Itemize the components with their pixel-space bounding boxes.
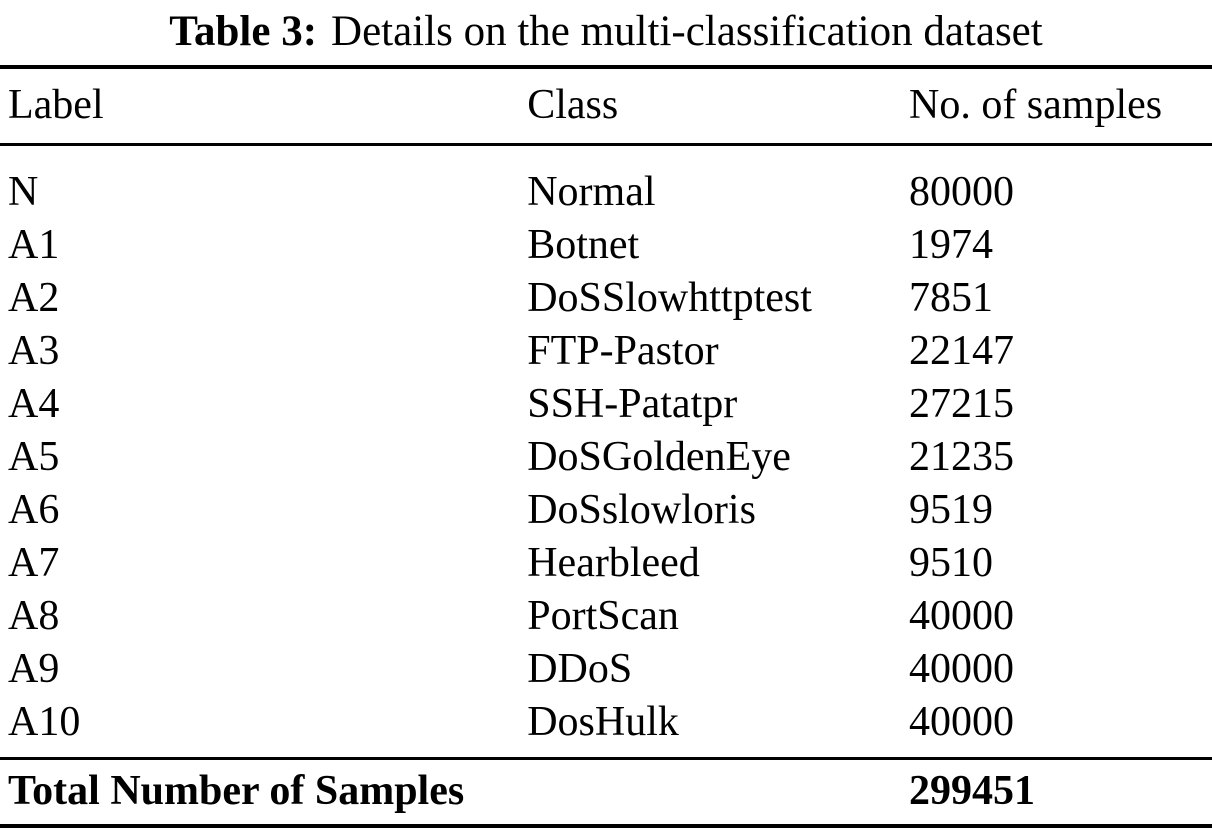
cell-label: A10 [8, 699, 81, 746]
cell-samples: 9510 [908, 540, 993, 587]
cell-class: DoSSlowhttptest [527, 275, 812, 322]
cell-class: Normal [527, 169, 656, 216]
cell-samples: 1974 [908, 222, 993, 269]
header-samples: No. of samples [908, 65, 1212, 147]
table-row: A4 SSH-Patatpr 27215 [0, 378, 1212, 431]
cell-label: A1 [8, 222, 60, 269]
cell-label: A9 [8, 646, 60, 693]
table-total-row: Total Number of Samples 299451 [0, 757, 1212, 829]
cell-label: A7 [8, 540, 60, 587]
cell-label: A2 [8, 275, 60, 322]
cell-class: DoSGoldenEye [527, 434, 791, 481]
cell-class: FTP-Pastor [527, 328, 719, 375]
cell-samples: 40000 [908, 646, 1014, 693]
table-header-row: Label Class No. of samples [0, 65, 1212, 147]
table-row: A2 DoSSlowhttptest 7851 [0, 272, 1212, 325]
table-row: A3 FTP-Pastor 22147 [0, 325, 1212, 378]
dataset-table: Label Class No. of samples N Normal 8000… [0, 65, 1212, 829]
cell-class: SSH-Patatpr [527, 381, 738, 428]
table-row: A9 DDoS 40000 [0, 643, 1212, 696]
cell-label: A8 [8, 593, 60, 640]
cell-class: PortScan [527, 593, 679, 640]
cell-samples: 40000 [908, 699, 1014, 746]
cell-label: A5 [8, 434, 60, 481]
header-label: Label [0, 65, 528, 147]
table-row: A10 DosHulk 40000 [0, 696, 1212, 759]
table-row: N Normal 80000 [0, 145, 1212, 220]
cell-class: DosHulk [527, 699, 679, 746]
cell-class: DoSslowloris [527, 487, 756, 534]
table-caption-text: Details on the multi-classification data… [331, 8, 1043, 55]
total-label: Total Number of Samples [0, 757, 909, 829]
total-samples: 299451 [908, 757, 1212, 829]
table-row: A5 DoSGoldenEye 21235 [0, 431, 1212, 484]
cell-label: A3 [8, 328, 60, 375]
cell-samples: 22147 [908, 328, 1014, 375]
cell-samples: 27215 [908, 381, 1014, 428]
table-row: A7 Hearbleed 9510 [0, 537, 1212, 590]
cell-samples: 40000 [908, 593, 1014, 640]
cell-class: Botnet [527, 222, 640, 269]
cell-samples: 9519 [908, 487, 993, 534]
cell-class: DDoS [527, 646, 633, 693]
cell-samples: 21235 [908, 434, 1014, 481]
cell-class: Hearbleed [527, 540, 700, 587]
cell-samples: 7851 [908, 275, 993, 322]
cell-samples: 80000 [908, 169, 1014, 216]
header-class: Class [527, 65, 909, 147]
cell-label: N [8, 169, 39, 216]
cell-label: A6 [8, 487, 60, 534]
table-row: A1 Botnet 1974 [0, 219, 1212, 272]
table-row: A6 DoSslowloris 9519 [0, 484, 1212, 537]
cell-label: A4 [8, 381, 60, 428]
table-caption-label: Table 3: [169, 8, 318, 55]
table-row: A8 PortScan 40000 [0, 590, 1212, 643]
table-caption: Table 3: Details on the multi-classificat… [0, 0, 1212, 55]
